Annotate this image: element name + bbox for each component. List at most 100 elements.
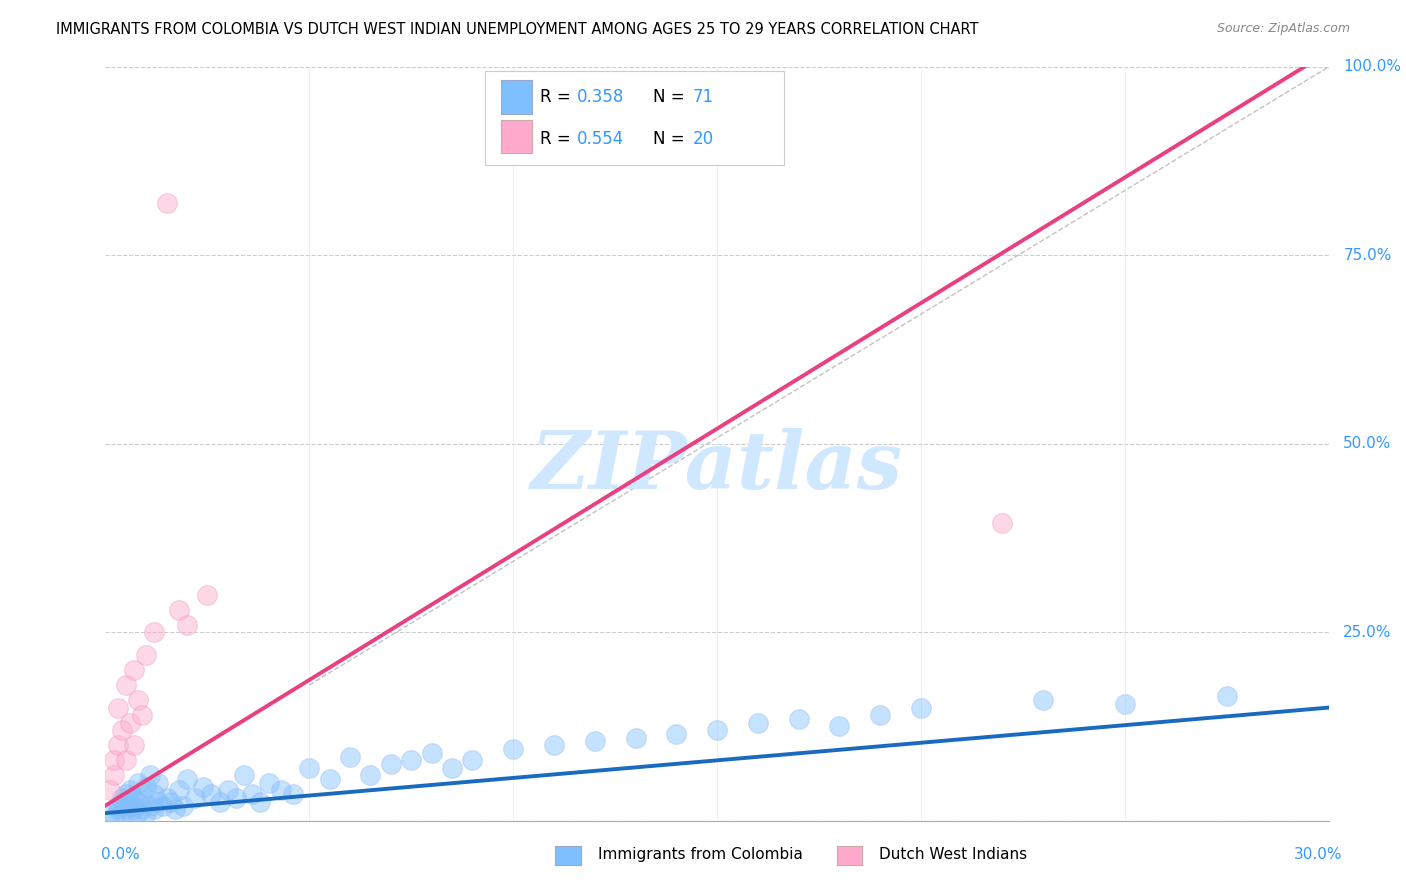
Point [910,700,932,714]
Text: 75.0%: 75.0% [1343,248,1392,263]
Point [143,787,166,801]
Text: 0.0%: 0.0% [101,847,141,862]
Point [127,776,149,790]
Point [200,787,222,801]
Text: 71: 71 [693,88,714,106]
Point [115,787,138,801]
FancyBboxPatch shape [501,120,533,153]
Point [249,795,271,809]
Point [107,802,129,816]
Point [143,625,166,640]
Point [176,617,198,632]
Point [148,776,170,790]
Point [98,806,121,821]
Point [118,806,141,821]
Point [111,806,134,821]
Point [122,802,145,816]
Point [270,783,292,797]
Point [107,700,129,714]
Point [869,708,891,723]
Text: 30.0%: 30.0% [1295,847,1343,862]
Point [193,780,215,794]
FancyBboxPatch shape [485,70,785,165]
Point [103,768,125,782]
Point [184,791,207,805]
Text: 20: 20 [693,129,714,147]
Point [208,795,231,809]
Point [131,708,153,723]
Point [155,195,177,210]
Point [257,776,280,790]
Point [135,806,157,821]
Point [115,798,138,813]
Point [122,791,145,805]
Point [1114,697,1136,711]
Point [115,678,138,692]
Point [111,723,134,738]
Point [98,783,121,797]
Text: 100.0%: 100.0% [1343,60,1402,74]
Point [298,761,321,775]
Point [143,802,166,816]
Point [991,516,1014,530]
Point [135,780,157,794]
FancyBboxPatch shape [501,80,533,113]
Point [461,753,484,767]
Text: ZIPatlas: ZIPatlas [531,427,903,505]
Point [103,753,125,767]
Point [217,783,239,797]
Point [131,787,153,801]
Text: 50.0%: 50.0% [1343,436,1392,451]
Point [159,795,181,809]
Point [318,772,342,787]
Point [583,734,606,748]
Text: 25.0%: 25.0% [1343,624,1392,640]
Point [163,802,186,816]
Point [1216,690,1239,704]
Text: R =: R = [540,129,575,147]
Text: IMMIGRANTS FROM COLOMBIA VS DUTCH WEST INDIAN UNEMPLOYMENT AMONG AGES 25 TO 29 Y: IMMIGRANTS FROM COLOMBIA VS DUTCH WEST I… [56,22,979,37]
Text: R =: R = [540,88,575,106]
Point [155,791,177,805]
Point [399,753,422,767]
Text: Dutch West Indians: Dutch West Indians [879,847,1026,862]
Point [122,663,145,677]
Point [122,739,145,753]
Point [122,798,145,813]
Point [135,648,157,662]
Text: Immigrants from Colombia: Immigrants from Colombia [598,847,803,862]
Point [176,772,198,787]
Point [167,602,190,616]
Point [787,712,810,726]
Point [139,768,162,782]
Point [380,757,402,772]
Point [828,719,851,733]
Point [118,715,141,730]
Point [131,802,153,816]
Point [706,723,728,738]
Point [441,761,464,775]
Point [240,787,263,801]
Text: 0.554: 0.554 [576,129,624,147]
Point [420,746,443,760]
Point [172,798,194,813]
Text: 0.358: 0.358 [576,88,624,106]
Point [225,791,247,805]
Point [747,715,769,730]
Point [281,787,304,801]
Point [152,798,174,813]
Point [148,795,170,809]
Point [665,727,688,741]
Point [118,783,141,797]
Point [103,810,125,824]
Text: Source: ZipAtlas.com: Source: ZipAtlas.com [1216,22,1350,36]
Point [167,783,190,797]
Point [624,731,647,745]
Point [127,693,149,707]
Text: N =: N = [654,129,690,147]
Point [139,798,162,813]
Point [233,768,256,782]
Point [107,739,129,753]
Point [111,795,134,809]
Point [360,768,382,782]
